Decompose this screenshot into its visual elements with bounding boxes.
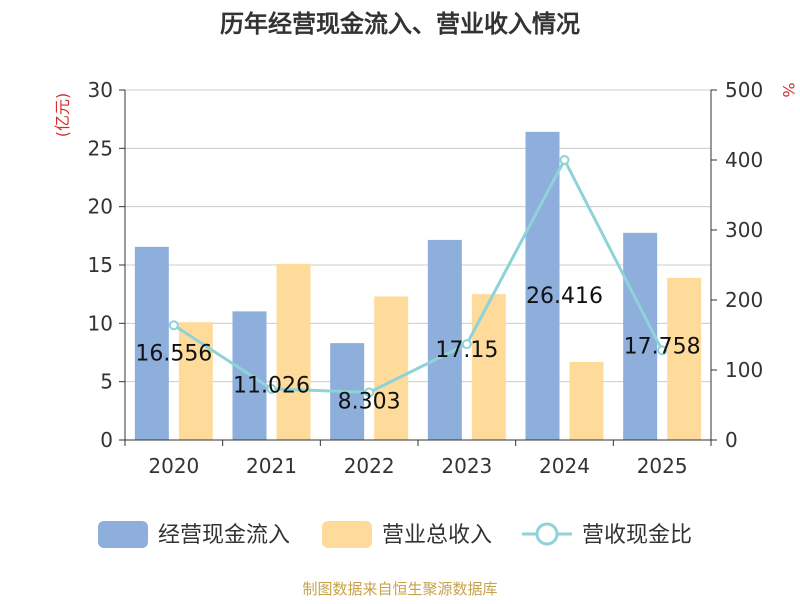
- bar-cash-inflow: [623, 232, 658, 440]
- right-axis-tick-label: 0: [725, 428, 738, 452]
- line-layer: [168, 155, 668, 398]
- ratio-point: [461, 339, 472, 350]
- grid-lines: [125, 89, 711, 383]
- data-label: 17.758: [624, 334, 701, 359]
- x-axis-tick-label: 2023: [441, 454, 492, 478]
- legend-label: 营收现金比: [582, 523, 692, 548]
- left-axis-tick-label: 0: [100, 428, 113, 452]
- data-labels-layer: 16.556 11.026 8.303 17.15 26.416 17.758: [135, 284, 700, 415]
- x-axis-tick-label: 2022: [344, 454, 395, 478]
- bar-revenue: [667, 277, 702, 440]
- left-axis-label: (亿元): [53, 93, 72, 138]
- x-axis-tick-label: 2020: [148, 454, 199, 478]
- bar-revenue: [569, 361, 604, 440]
- bar-cash-inflow: [134, 246, 169, 440]
- right-axis-label: %: [779, 82, 798, 97]
- bar-revenue: [471, 294, 506, 440]
- left-axis-tick-label: 30: [88, 78, 113, 102]
- legend-swatch-cash-inflow: [98, 521, 148, 548]
- left-axis-tick-label: 15: [88, 253, 113, 277]
- x-axis-tick-label: 2024: [539, 454, 590, 478]
- legend-swatch-revenue: [322, 521, 372, 548]
- left-axis-tick-label: 5: [100, 370, 113, 394]
- ratio-line: [173, 156, 664, 394]
- data-label: 8.303: [338, 390, 401, 415]
- x-axis-tick-label: 2025: [637, 454, 688, 478]
- bars-layer: [134, 131, 702, 440]
- legend-label: 经营现金流入: [158, 523, 290, 548]
- data-label: 11.026: [233, 374, 310, 399]
- left-axis-tick-label: 20: [88, 195, 113, 219]
- ratio-point: [364, 387, 375, 398]
- chart-title: 历年经营现金流入、营业收入情况: [220, 10, 580, 38]
- right-axis-tick-label: 500: [725, 78, 763, 102]
- bar-revenue: [276, 263, 311, 440]
- bar-cash-inflow: [427, 239, 462, 440]
- data-label: 16.556: [135, 341, 212, 366]
- ratio-point: [559, 155, 570, 165]
- bar-revenue: [374, 296, 409, 440]
- left-axis-tick-label: 10: [88, 311, 113, 335]
- right-axis-tick-label: 300: [725, 218, 763, 242]
- legend: 经营现金流入 营业总收入 营收现金比: [98, 521, 692, 548]
- legend-swatch-ratio-marker: [535, 522, 559, 546]
- ratio-point: [266, 383, 277, 394]
- legend-label: 营业总收入: [382, 523, 492, 548]
- data-label: 17.15: [435, 338, 498, 363]
- ratio-point: [168, 320, 179, 331]
- right-axis-tick-label: 200: [725, 288, 763, 312]
- ratio-point: [657, 345, 668, 356]
- bar-revenue: [178, 322, 213, 440]
- data-label: 26.416: [526, 284, 603, 309]
- right-axis-tick-label: 400: [725, 148, 763, 172]
- left-axis-tick-label: 25: [88, 136, 113, 160]
- right-axis-tick-label: 100: [725, 358, 763, 382]
- x-axis-tick-label: 2021: [246, 454, 297, 478]
- source-note: 制图数据来自恒生聚源数据库: [302, 580, 497, 598]
